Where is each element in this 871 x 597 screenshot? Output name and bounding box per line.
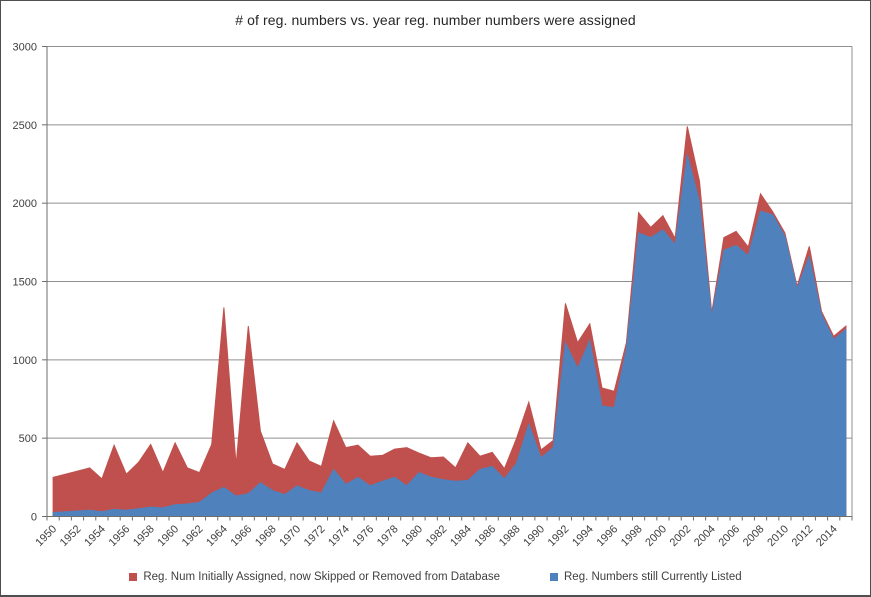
x-tick-label: 1956 — [107, 523, 133, 549]
legend-swatch-listed-icon — [550, 573, 558, 581]
x-tick-label: 1984 — [448, 523, 474, 549]
legend: Reg. Num Initially Assigned, now Skipped… — [1, 571, 870, 583]
y-tick-label: 2500 — [13, 120, 37, 132]
x-tick-label: 1962 — [180, 523, 206, 549]
legend-label-listed: Reg. Numbers still Currently Listed — [564, 571, 742, 583]
x-tick-label: 2008 — [741, 523, 767, 549]
x-tick-label: 2012 — [790, 523, 816, 549]
chart-title: # of reg. numbers vs. year reg. number n… — [235, 12, 636, 28]
y-tick-labels: 0 500 1000 1500 2000 2500 3000 — [13, 42, 37, 524]
x-tick-label: 1998 — [619, 523, 645, 549]
x-tick-label: 1964 — [204, 523, 230, 549]
series-areas — [52, 126, 847, 517]
x-tick-label: 2002 — [668, 523, 694, 549]
x-tick-label: 1970 — [277, 523, 303, 549]
x-tick-label: 2004 — [692, 523, 718, 549]
x-tick-label: 1994 — [570, 523, 596, 549]
legend-label-removed: Reg. Num Initially Assigned, now Skipped… — [143, 571, 500, 583]
x-tick-label: 1978 — [375, 523, 401, 549]
axis-ticks — [42, 46, 853, 521]
legend-item-listed: Reg. Numbers still Currently Listed — [550, 571, 742, 583]
series-area-listed — [52, 154, 847, 517]
x-tick-label: 1972 — [302, 523, 328, 549]
x-tick-label: 1982 — [424, 523, 450, 549]
x-tick-label: 1954 — [82, 523, 108, 549]
x-tick-label: 1986 — [473, 523, 499, 549]
x-tick-label: 1958 — [131, 523, 157, 549]
x-tick-label: 1990 — [521, 523, 547, 549]
x-tick-label: 1976 — [351, 523, 377, 549]
x-tick-label: 1952 — [58, 523, 84, 549]
x-tick-label: 1980 — [399, 523, 425, 549]
x-tick-label: 1992 — [546, 523, 572, 549]
y-tick-label: 0 — [31, 512, 37, 524]
x-tick-label: 1974 — [326, 523, 352, 549]
x-tick-label: 1996 — [594, 523, 620, 549]
x-tick-label: 1960 — [155, 523, 181, 549]
x-tick-label: 1966 — [229, 523, 255, 549]
legend-item-removed: Reg. Num Initially Assigned, now Skipped… — [129, 571, 500, 583]
y-tick-label: 1500 — [13, 277, 37, 289]
y-tick-label: 3000 — [13, 42, 37, 54]
x-tick-label: 2000 — [643, 523, 669, 549]
x-tick-label: 2014 — [814, 523, 840, 549]
legend-swatch-removed-icon — [129, 573, 138, 581]
x-tick-label: 1968 — [253, 523, 279, 549]
x-tick-label: 1950 — [33, 523, 59, 549]
x-tick-label: 1988 — [497, 523, 523, 549]
y-tick-label: 500 — [19, 433, 37, 445]
y-tick-label: 2000 — [13, 198, 37, 210]
x-tick-label: 2010 — [765, 523, 791, 549]
y-tick-label: 1000 — [13, 355, 37, 367]
x-tick-labels: 1950195219541956195819601962196419661968… — [33, 523, 839, 549]
x-tick-label: 2006 — [716, 523, 742, 549]
